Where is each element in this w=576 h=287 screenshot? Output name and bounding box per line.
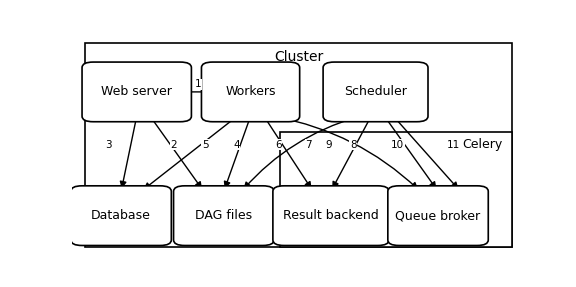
Text: Celery: Celery: [463, 138, 503, 151]
Text: Scheduler: Scheduler: [344, 86, 407, 98]
FancyBboxPatch shape: [202, 62, 300, 122]
FancyArrowPatch shape: [120, 119, 136, 187]
FancyArrowPatch shape: [225, 119, 249, 187]
FancyArrowPatch shape: [333, 119, 370, 187]
FancyArrowPatch shape: [266, 119, 310, 188]
Text: 8: 8: [350, 140, 357, 150]
FancyArrowPatch shape: [183, 89, 209, 95]
Text: 10: 10: [391, 140, 404, 150]
Text: 4: 4: [233, 140, 240, 150]
Text: Queue broker: Queue broker: [396, 209, 480, 222]
FancyBboxPatch shape: [82, 62, 191, 122]
FancyBboxPatch shape: [173, 186, 274, 245]
Text: 1: 1: [195, 79, 201, 89]
Text: 2: 2: [170, 140, 177, 150]
FancyBboxPatch shape: [323, 62, 428, 122]
FancyArrowPatch shape: [244, 117, 357, 188]
FancyBboxPatch shape: [71, 186, 171, 245]
Text: DAG files: DAG files: [195, 209, 252, 222]
Text: 3: 3: [105, 140, 112, 150]
Text: 7: 7: [305, 140, 312, 150]
FancyArrowPatch shape: [395, 118, 457, 188]
FancyBboxPatch shape: [273, 186, 389, 245]
Bar: [279, 132, 511, 247]
Text: 11: 11: [447, 140, 460, 150]
Text: Workers: Workers: [225, 86, 276, 98]
Text: Web server: Web server: [101, 86, 172, 98]
FancyArrowPatch shape: [275, 117, 417, 188]
Text: Database: Database: [91, 209, 151, 222]
FancyArrowPatch shape: [145, 118, 235, 189]
Text: 6: 6: [275, 140, 282, 150]
Text: 9: 9: [325, 140, 332, 150]
FancyArrowPatch shape: [151, 119, 201, 188]
Text: Cluster: Cluster: [274, 50, 323, 64]
FancyArrowPatch shape: [386, 119, 435, 188]
Text: 5: 5: [202, 140, 209, 150]
Text: Result backend: Result backend: [283, 209, 379, 222]
FancyBboxPatch shape: [388, 186, 488, 245]
